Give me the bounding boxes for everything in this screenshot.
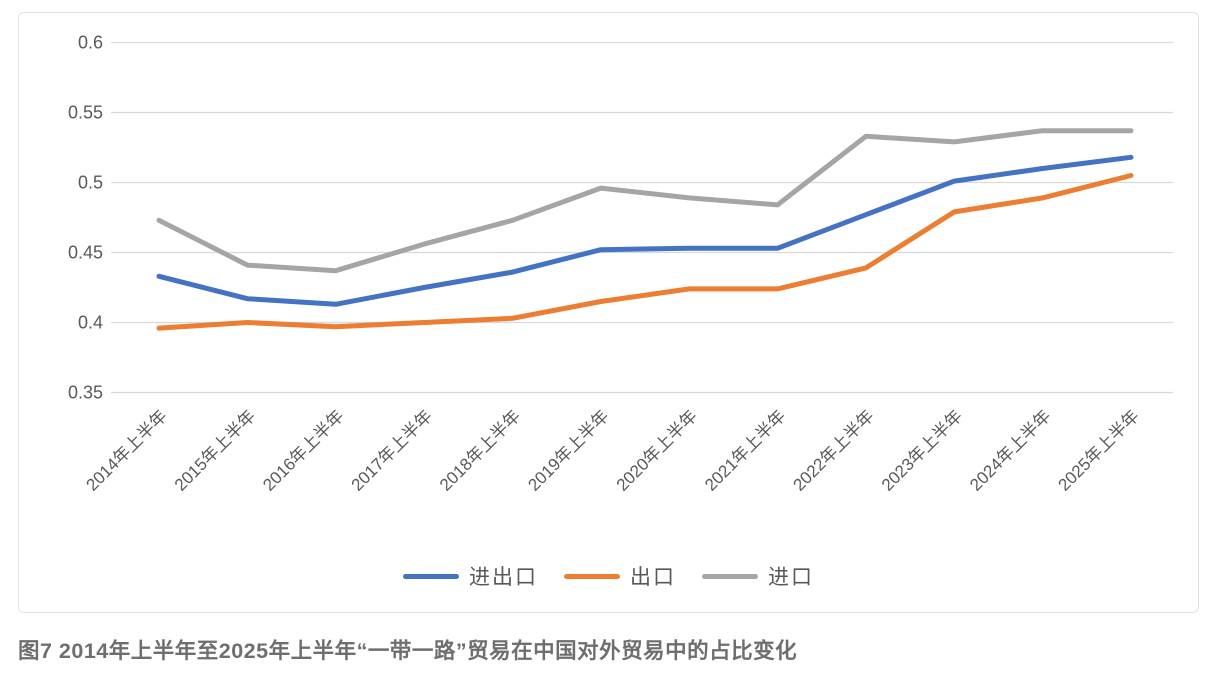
chart-card: 0.6 0.55 0.5 0.45 0.4 0.35 2014年上半年 2015年上半年 201… (18, 12, 1199, 613)
y-tick-label: 0.45 (68, 243, 103, 263)
x-tick-label: 2018年上半年 (436, 406, 524, 494)
x-tick-label: 2019年上半年 (524, 406, 612, 494)
x-tick-label: 2025年上半年 (1055, 406, 1143, 494)
legend-label: 进口 (768, 566, 814, 589)
series-line-2 (156, 128, 1134, 274)
legend-label: 进出口 (469, 566, 538, 589)
legend-swatch-icon (564, 573, 620, 579)
legend-swatch-icon (702, 573, 758, 579)
y-tick-label: 0.55 (68, 103, 103, 123)
legend-item-2: 进口 (702, 561, 814, 591)
x-tick-label: 2020年上半年 (613, 406, 701, 494)
y-tick-label: 0.6 (78, 33, 103, 53)
x-tick-label: 2015年上半年 (171, 406, 259, 494)
legend-label: 出口 (630, 566, 676, 589)
x-tick-label: 2023年上半年 (878, 406, 966, 494)
x-tick-label: 2022年上半年 (789, 406, 877, 494)
legend-item-0: 进出口 (403, 561, 538, 591)
x-tick-label: 2017年上半年 (348, 406, 436, 494)
x-tick-label: 2021年上半年 (701, 406, 789, 494)
chart-legend: 进出口 出口 进口 (19, 561, 1198, 591)
figure-caption: 图7 2014年上半年至2025年上半年“一带一路”贸易在中国对外贸易中的占比变… (18, 639, 798, 663)
legend-swatch-icon (403, 573, 459, 579)
legend-item-1: 出口 (564, 561, 676, 591)
x-tick-label: 2016年上半年 (259, 406, 347, 494)
x-tick-label: 2014年上半年 (83, 406, 171, 494)
x-tick-label: 2024年上半年 (966, 406, 1054, 494)
series-line-0 (156, 154, 1134, 307)
y-tick-label: 0.5 (78, 173, 103, 193)
series-line-1 (156, 173, 1134, 331)
y-tick-label: 0.4 (78, 313, 103, 333)
y-tick-label: 0.35 (68, 383, 103, 403)
